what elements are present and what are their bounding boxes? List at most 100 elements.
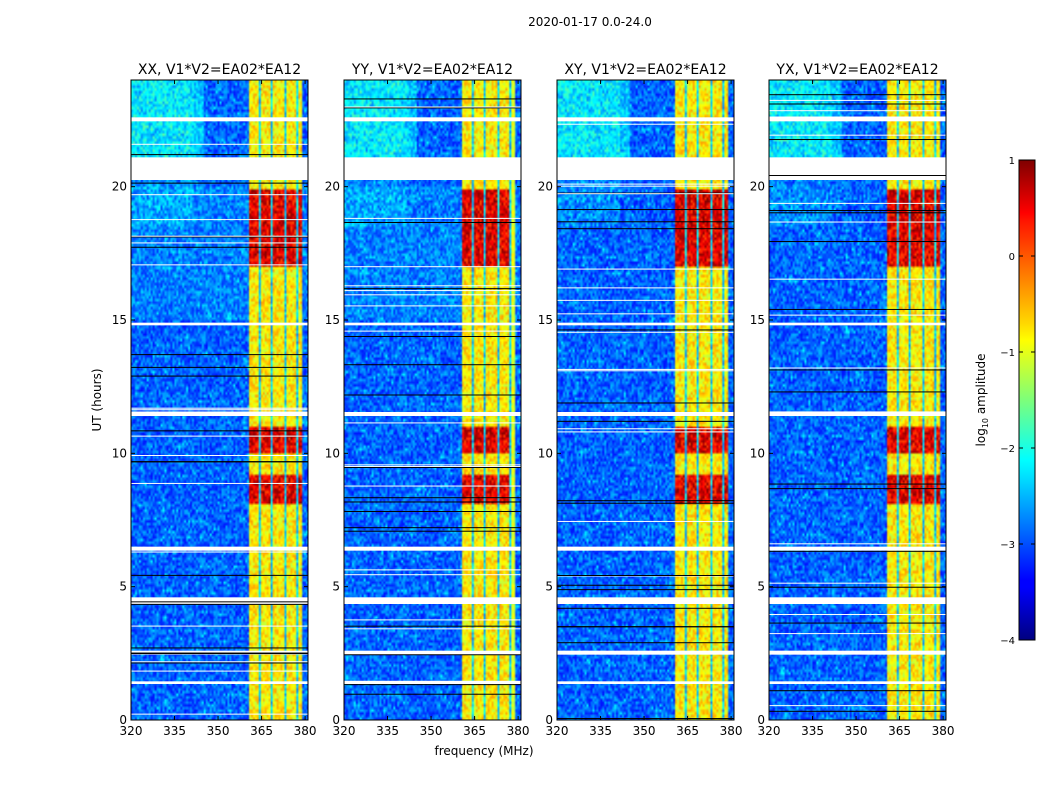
flag-line [557, 268, 734, 270]
flag-line [131, 366, 308, 368]
panel-title: YX, V1*V2=EA02*EA12 [775, 62, 938, 78]
flag-line [344, 693, 521, 695]
x-tick-label: 320 [333, 724, 356, 738]
gap-band [344, 546, 521, 551]
flag-line [557, 500, 734, 502]
x-tick-label: 335 [589, 724, 612, 738]
flag-line [769, 367, 946, 369]
y-tick-label: 20 [325, 180, 340, 194]
gap-band [557, 157, 734, 180]
flag-line [131, 194, 308, 196]
flag-line [557, 520, 734, 522]
colorbar-label-sub: 10 [981, 418, 990, 428]
panel-frame [343, 79, 522, 721]
y-tick-label: 20 [538, 180, 553, 194]
y-tick-label: 0 [119, 713, 127, 727]
gap-band [769, 650, 946, 655]
flag-line [131, 670, 308, 672]
flag-line [131, 182, 308, 184]
colorbar-ticks: 1 0 −1 −2 −3 −4 [1000, 156, 1035, 647]
flag-line [769, 212, 946, 214]
flag-line [344, 527, 521, 529]
flag-line [557, 626, 734, 628]
gap-band [344, 157, 521, 180]
gap-band [769, 157, 946, 180]
flag-line [557, 575, 734, 577]
y-tick-label: 5 [545, 580, 553, 594]
x-tick-label: 320 [546, 724, 569, 738]
panel-yx: YX, V1*V2=EA02*EA12 320 335 350 365 380 0 5 10 15… [750, 62, 955, 738]
y-tick-label: 0 [332, 713, 340, 727]
flag-line [769, 690, 946, 692]
flag-line [557, 331, 734, 333]
gap-band [131, 322, 308, 326]
x-tick-label: 350 [845, 724, 868, 738]
flag-line [557, 402, 734, 404]
y-tick-label: 20 [112, 180, 127, 194]
flag-line [344, 466, 521, 468]
flag-line [557, 642, 734, 644]
y-tick-label: 10 [112, 446, 127, 460]
gap-band [557, 412, 734, 416]
gap-band [769, 412, 946, 416]
x-tick-label: 350 [420, 724, 443, 738]
flag-line [344, 107, 521, 109]
gap-band [131, 157, 308, 180]
flag-line [344, 654, 521, 656]
panel-frame [130, 79, 309, 721]
gap-band [131, 546, 308, 551]
flag-line [131, 264, 308, 266]
flag-line [344, 288, 521, 290]
x-tick-label: 335 [801, 724, 824, 738]
panel-yy: YY, V1*V2=EA02*EA12 320 335 350 365 380 0 5 10 15… [325, 62, 530, 738]
flag-line [769, 633, 946, 635]
gap-band [131, 681, 308, 684]
flag-line [769, 483, 946, 485]
flag-line [344, 574, 521, 576]
gap-band [769, 597, 946, 604]
flag-line [131, 652, 308, 654]
flag-line [557, 718, 734, 720]
flag-line [344, 510, 521, 512]
flag-line [344, 466, 521, 468]
flag-line [344, 106, 521, 108]
colorbar: 10−1−2−3−4 log10 amplitude [974, 156, 1036, 647]
gap-band [557, 650, 734, 655]
y-tick-label: 5 [757, 580, 765, 594]
x-tick-label: 365 [463, 724, 486, 738]
flag-line [344, 266, 521, 268]
flag-line [344, 684, 521, 686]
flag-line [769, 391, 946, 393]
gap-band [557, 117, 734, 122]
flag-line [131, 647, 308, 649]
flag-line [557, 420, 734, 422]
heatmap-yy [344, 80, 521, 720]
gap-band [344, 117, 521, 122]
flag-line [769, 162, 946, 164]
gap-band [344, 322, 521, 326]
flag-line [131, 713, 308, 715]
flag-line [557, 165, 734, 167]
flag-line [131, 430, 308, 432]
flag-line [344, 336, 521, 338]
y-tick-label: 15 [112, 313, 127, 327]
flag-line [557, 192, 734, 194]
flag-line [344, 619, 521, 621]
flag-line [344, 330, 521, 332]
y-tick-label: 0 [757, 713, 765, 727]
heatmap-xy [557, 80, 734, 720]
panel-frame [556, 79, 735, 721]
flag-line [557, 185, 734, 187]
flag-line [131, 435, 308, 437]
panel-title: XX, V1*V2=EA02*EA12 [138, 62, 301, 78]
gap-band [344, 650, 521, 655]
colorbar-label-rest: amplitude [974, 354, 988, 418]
x-tick-label: 350 [633, 724, 656, 738]
flag-line [769, 210, 946, 212]
flag-line [557, 221, 734, 223]
colorbar-tick-label: 1 [1009, 156, 1015, 167]
y-axis-label: UT (hours) [90, 368, 104, 431]
flag-line [557, 228, 734, 230]
y-tick-label: 5 [332, 580, 340, 594]
